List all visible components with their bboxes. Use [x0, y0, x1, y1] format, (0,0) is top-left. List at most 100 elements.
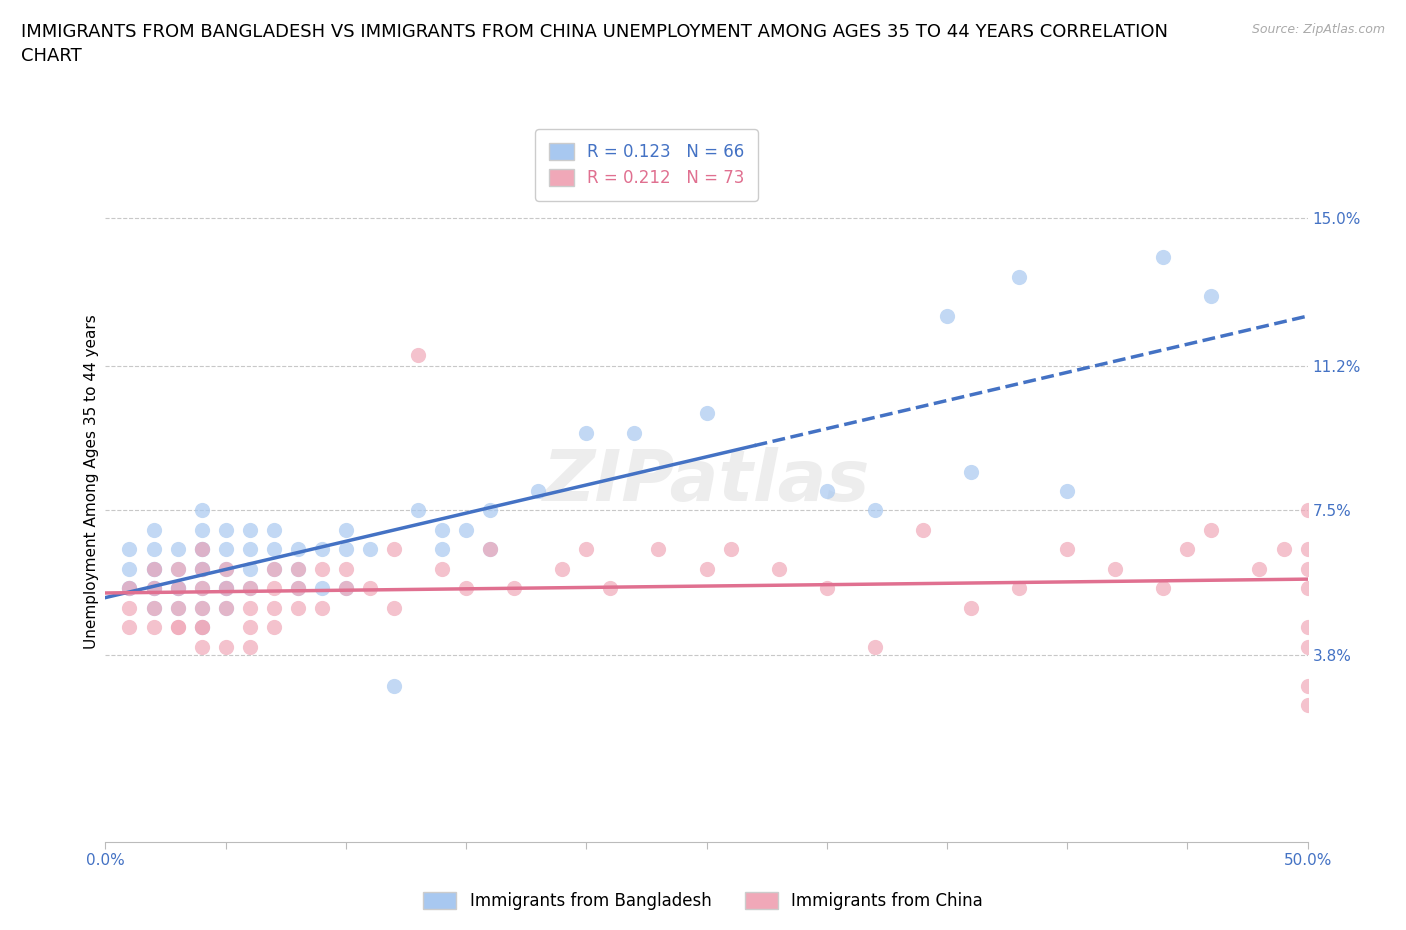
Point: [1296, 640, 1319, 655]
Point: [190, 562, 212, 577]
Point: [190, 640, 212, 655]
Point: [406, 503, 429, 518]
Point: [527, 484, 550, 498]
Point: [287, 581, 309, 596]
Point: [214, 581, 236, 596]
Point: [142, 581, 165, 596]
Point: [190, 503, 212, 518]
Point: [720, 542, 742, 557]
Point: [1008, 581, 1031, 596]
Point: [1008, 270, 1031, 285]
Point: [335, 542, 357, 557]
Point: [214, 562, 236, 577]
Point: [239, 640, 262, 655]
Point: [190, 620, 212, 635]
Point: [166, 581, 188, 596]
Point: [911, 523, 934, 538]
Point: [190, 581, 212, 596]
Point: [239, 523, 262, 538]
Point: [1272, 542, 1295, 557]
Point: [166, 601, 188, 616]
Point: [287, 562, 309, 577]
Point: [454, 523, 477, 538]
Point: [142, 601, 165, 616]
Point: [335, 581, 357, 596]
Text: ZIPatlas: ZIPatlas: [543, 446, 870, 516]
Point: [190, 620, 212, 635]
Point: [335, 581, 357, 596]
Point: [142, 523, 165, 538]
Text: Source: ZipAtlas.com: Source: ZipAtlas.com: [1251, 23, 1385, 36]
Point: [479, 542, 502, 557]
Point: [190, 620, 212, 635]
Point: [142, 542, 165, 557]
Point: [263, 620, 285, 635]
Point: [118, 542, 141, 557]
Point: [142, 562, 165, 577]
Point: [1296, 581, 1319, 596]
Point: [599, 581, 621, 596]
Point: [359, 581, 381, 596]
Text: IMMIGRANTS FROM BANGLADESH VS IMMIGRANTS FROM CHINA UNEMPLOYMENT AMONG AGES 35 T: IMMIGRANTS FROM BANGLADESH VS IMMIGRANTS…: [21, 23, 1168, 65]
Point: [166, 542, 188, 557]
Point: [118, 601, 141, 616]
Legend: R = 0.123   N = 66, R = 0.212   N = 73: R = 0.123 N = 66, R = 0.212 N = 73: [536, 129, 758, 201]
Point: [214, 640, 236, 655]
Point: [190, 562, 212, 577]
Point: [190, 542, 212, 557]
Point: [1201, 289, 1223, 304]
Point: [359, 542, 381, 557]
Point: [1104, 562, 1126, 577]
Point: [239, 562, 262, 577]
Point: [311, 601, 333, 616]
Point: [960, 464, 983, 479]
Point: [142, 620, 165, 635]
Point: [479, 503, 502, 518]
Point: [239, 581, 262, 596]
Point: [287, 542, 309, 557]
Point: [335, 523, 357, 538]
Point: [239, 601, 262, 616]
Point: [1201, 523, 1223, 538]
Point: [142, 601, 165, 616]
Point: [696, 405, 718, 420]
Point: [960, 601, 983, 616]
Point: [190, 562, 212, 577]
Point: [166, 562, 188, 577]
Point: [311, 581, 333, 596]
Point: [166, 620, 188, 635]
Point: [863, 640, 886, 655]
Point: [190, 542, 212, 557]
Point: [263, 601, 285, 616]
Point: [311, 542, 333, 557]
Point: [239, 620, 262, 635]
Point: [430, 562, 453, 577]
Point: [1296, 678, 1319, 693]
Point: [1296, 562, 1319, 577]
Y-axis label: Unemployment Among Ages 35 to 44 years: Unemployment Among Ages 35 to 44 years: [83, 314, 98, 648]
Point: [623, 425, 645, 440]
Point: [166, 562, 188, 577]
Point: [142, 581, 165, 596]
Point: [1249, 562, 1271, 577]
Point: [647, 542, 669, 557]
Point: [166, 620, 188, 635]
Point: [263, 581, 285, 596]
Point: [551, 562, 574, 577]
Point: [335, 562, 357, 577]
Point: [190, 601, 212, 616]
Point: [1296, 542, 1319, 557]
Point: [142, 581, 165, 596]
Point: [118, 581, 141, 596]
Point: [287, 581, 309, 596]
Point: [239, 581, 262, 596]
Point: [1296, 620, 1319, 635]
Point: [503, 581, 526, 596]
Point: [287, 562, 309, 577]
Point: [142, 562, 165, 577]
Point: [1175, 542, 1198, 557]
Point: [696, 562, 718, 577]
Point: [166, 581, 188, 596]
Point: [575, 542, 598, 557]
Point: [142, 562, 165, 577]
